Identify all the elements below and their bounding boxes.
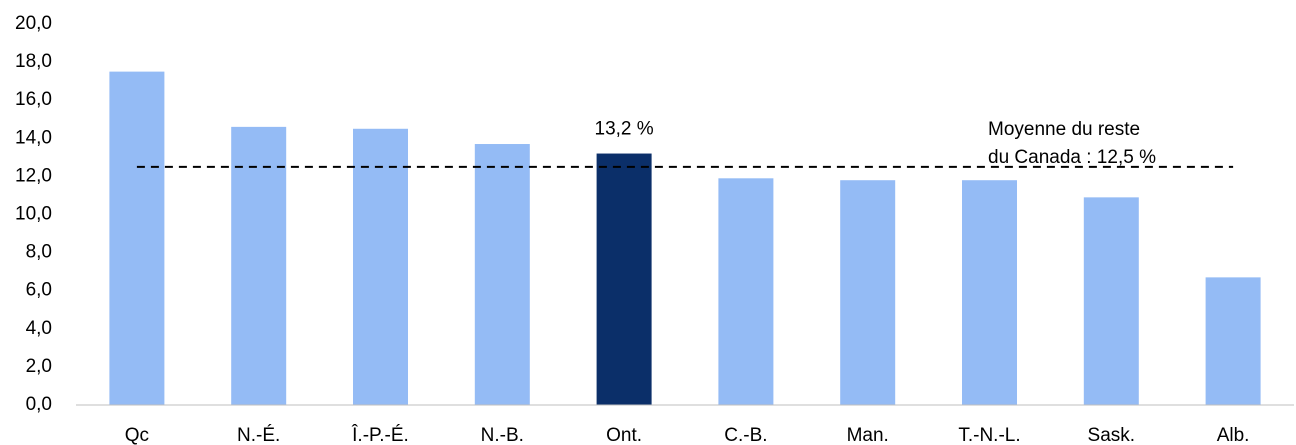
bar [353, 128, 408, 405]
x-tick-label: C.-B. [724, 425, 767, 445]
y-tick-label: 2,0 [26, 356, 52, 377]
y-tick-label: 14,0 [15, 127, 52, 148]
y-tick-label: 12,0 [15, 165, 52, 186]
bar [1205, 277, 1261, 405]
x-tick-label: N.-B. [481, 425, 524, 445]
bar [962, 180, 1017, 405]
x-tick-label: N.-É. [237, 425, 280, 445]
x-tick-label: Ont. [606, 425, 642, 445]
y-tick-label: 8,0 [26, 242, 52, 263]
x-tick-label: T.-N.-L. [958, 425, 1020, 445]
bar [109, 71, 165, 405]
y-tick-label: 18,0 [15, 51, 52, 72]
reference-label: Moyenne du reste [988, 119, 1140, 140]
x-tick-label: Alb. [1217, 425, 1250, 445]
x-tick-label: Sask. [1088, 425, 1136, 445]
reference-label: du Canada : 12,5 % [988, 147, 1156, 168]
x-tick-label: Qc [125, 425, 149, 445]
y-tick-label: 20,0 [15, 13, 52, 34]
y-tick-label: 0,0 [26, 394, 52, 415]
bar [474, 144, 530, 405]
bar [231, 126, 287, 406]
bar [718, 178, 774, 405]
bar [840, 180, 896, 405]
bar [596, 153, 652, 405]
y-tick-label: 16,0 [15, 89, 52, 110]
x-tick-label: Man. [847, 425, 889, 445]
data-label: 13,2 % [595, 119, 654, 140]
y-tick-label: 6,0 [26, 280, 52, 301]
bar [1083, 197, 1139, 405]
y-tick-label: 4,0 [26, 318, 52, 339]
y-tick-label: 10,0 [15, 204, 52, 225]
x-tick-label: Î.-P.-É. [351, 424, 409, 445]
